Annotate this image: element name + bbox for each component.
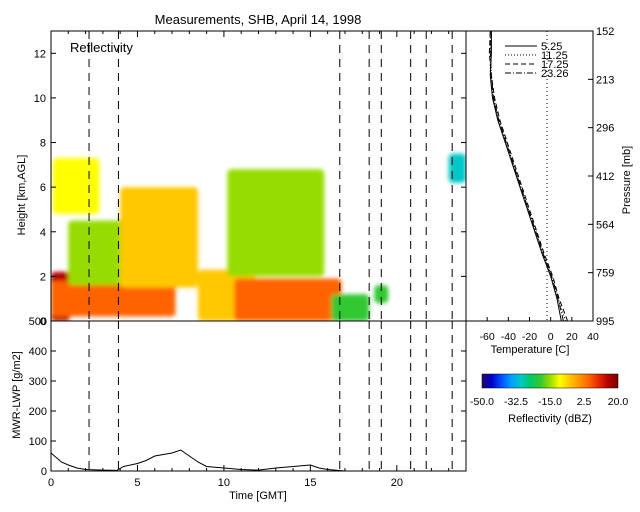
temperature-tick-label: 0 [548, 331, 554, 343]
temperature-frame [465, 30, 594, 322]
figure-title: Measurements, SHB, April 14, 1998 [155, 12, 362, 27]
time-tick-label: 20 [391, 477, 403, 489]
temperature-profile-line [488, 31, 569, 321]
reflectivity-echo [234, 278, 342, 321]
time-tick-label: 15 [304, 477, 316, 489]
height-tick-label: 12 [34, 48, 46, 60]
temperature-tick-label: -20 [522, 331, 537, 343]
legend-label: 23.26 [541, 68, 569, 80]
legend-label: 5.25 [541, 41, 562, 53]
temperature-panel: -60 -40 -20 0 20 40 152 213 296 412 564 759 995 5.2… [465, 26, 633, 356]
lwp-tick-label: 0 [41, 466, 47, 478]
colorbar-tick-label: -32.5 [504, 396, 528, 408]
colorbar-tick-label: -15.0 [538, 396, 562, 408]
reflectivity-panel-label: Reflectivity [70, 40, 133, 55]
pressure-tick-label: 412 [596, 171, 614, 183]
colorbar-ticks: -50.0 -32.5 -15.0 2.5 20.0 [470, 396, 628, 408]
lwp-dashed-lines [88, 321, 453, 471]
reflectivity-echo [374, 285, 389, 304]
time-axis-label: Time [GMT] [229, 490, 287, 502]
reflectivity-echo [331, 294, 370, 321]
lwp-axis-label: MWR-LWP [g/m2] [11, 351, 23, 439]
colorbar-ramp [481, 373, 619, 389]
lwp-series-line [51, 449, 466, 471]
lwp-tick-label: 200 [29, 406, 47, 418]
reflectivity-echo [448, 153, 466, 183]
colorbar-tick-label: -50.0 [470, 396, 494, 408]
reflectivity-panel: 0 2 4 6 8 10 12 Reflectivity Height [km,AGL] [16, 30, 467, 328]
legend-label: 17.25 [541, 59, 569, 71]
colorbar: -50.0 -32.5 -15.0 2.5 20.0 Reflectivity (dBZ… [470, 373, 628, 425]
lwp-frame [50, 320, 467, 472]
height-tick-label: 6 [40, 182, 46, 194]
temperature-tick-label: 40 [587, 331, 599, 343]
temperature-tick-label: -40 [501, 331, 516, 343]
temperature-tick-label: 20 [566, 331, 578, 343]
pressure-tick-label: 759 [596, 268, 614, 280]
reflectivity-echo [51, 280, 176, 317]
height-tick-label: 10 [34, 93, 46, 105]
temperature-tick-label: -60 [480, 331, 495, 343]
time-tick-label: 10 [218, 477, 230, 489]
height-tick-label: 8 [40, 138, 46, 150]
reflectivity-dashed-lines [88, 31, 453, 321]
time-tick-label: 0 [48, 477, 54, 489]
pressure-axis-label: Pressure [mb] [621, 146, 633, 214]
temperature-profiles [488, 31, 569, 321]
pressure-tick-label: 564 [596, 219, 614, 231]
legend-label: 11.25 [541, 50, 568, 62]
height-tick-label: 4 [40, 227, 46, 239]
pressure-ticks: 152 213 296 412 564 759 995 [588, 26, 614, 328]
pressure-tick-label: 296 [596, 123, 614, 135]
reflectivity-y-ticks: 0 2 4 6 8 10 12 [34, 48, 466, 328]
pressure-tick-label: 152 [596, 26, 614, 38]
colorbar-tick-label: 20.0 [608, 396, 629, 408]
temperature-profile-line [489, 31, 562, 321]
pressure-tick-label: 213 [596, 74, 614, 86]
time-x-ticks: 0 5 10 15 20 [48, 31, 467, 489]
pressure-tick-label: 995 [596, 316, 614, 328]
time-tick-label: 5 [134, 477, 140, 489]
lwp-tick-label: 500 [29, 316, 47, 328]
lwp-tick-label: 300 [29, 376, 47, 388]
temperature-axis-label: Temperature [C] [491, 344, 570, 356]
reflectivity-echoes [51, 153, 466, 321]
colorbar-label: Reflectivity (dBZ) [508, 413, 592, 425]
lwp-y-ticks: 0 100 200 300 400 500 [29, 316, 466, 478]
height-axis-label: Height [km,AGL] [16, 155, 28, 236]
height-tick-label: 0 [40, 316, 46, 328]
lwp-tick-label: 400 [29, 346, 47, 358]
reflectivity-echo [120, 187, 198, 288]
reflectivity-echo [52, 158, 100, 214]
lwp-tick-label: 100 [29, 436, 47, 448]
reflectivity-echo [227, 169, 325, 277]
height-tick-label: 2 [40, 271, 46, 283]
temperature-x-ticks: -60 -40 -20 0 20 40 [480, 317, 599, 343]
colorbar-tick-label: 2.5 [577, 396, 592, 408]
